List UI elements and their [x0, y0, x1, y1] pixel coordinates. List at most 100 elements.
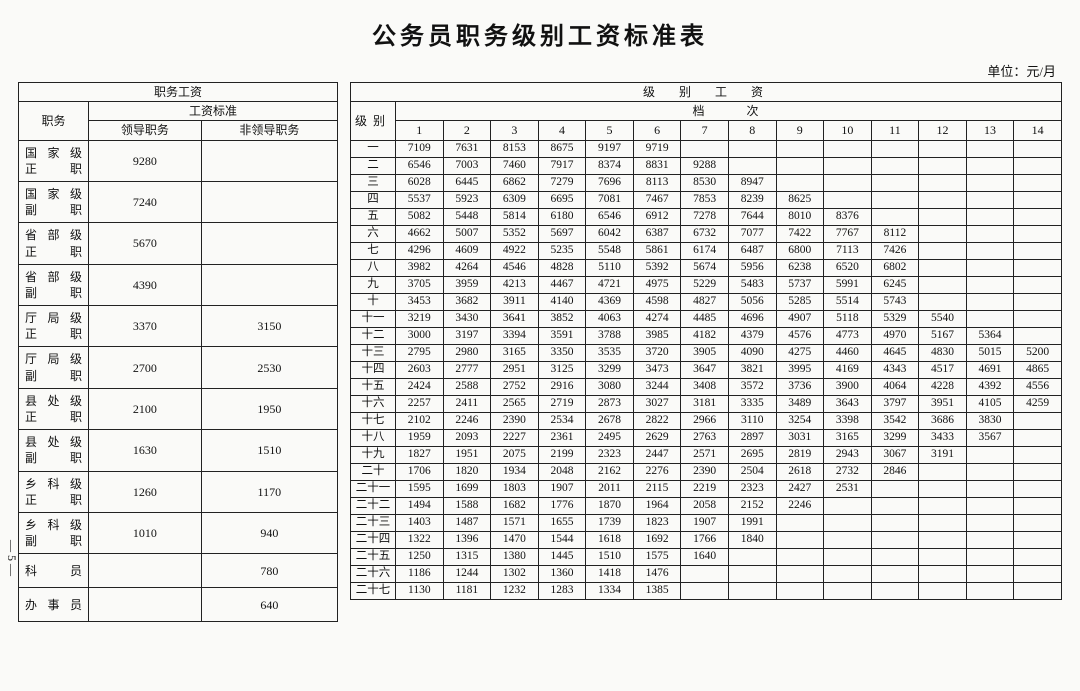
salary-cell: 5674 [681, 259, 729, 276]
salary-cell: 4773 [824, 327, 872, 344]
salary-cell: 3567 [966, 429, 1014, 446]
salary-cell: 3705 [396, 276, 444, 293]
salary-cell [824, 157, 872, 174]
table-row: 十七21022246239025342678282229663110325433… [351, 412, 1062, 429]
salary-cell: 4696 [728, 310, 776, 327]
salary-cell: 2257 [396, 395, 444, 412]
salary-cell: 6802 [871, 259, 919, 276]
salary-cell [776, 174, 824, 191]
table-row: 二十六118612441302136014181476 [351, 565, 1062, 582]
salary-cell: 3080 [586, 378, 634, 395]
salary-cell: 2152 [728, 497, 776, 514]
table-row: 厅局级正职33703150 [19, 306, 338, 347]
salary-cell: 6180 [538, 208, 586, 225]
salary-cell: 3852 [538, 310, 586, 327]
salary-cell: 2323 [586, 446, 634, 463]
grade-number-header: 13 [966, 121, 1014, 140]
salary-cell: 4598 [633, 293, 681, 310]
salary-cell [966, 208, 1014, 225]
position-cell: 乡科级副职 [19, 512, 89, 553]
salary-cell: 6028 [396, 174, 444, 191]
table-row: 二十17061820193420482162227623902504261827… [351, 463, 1062, 480]
salary-cell [681, 582, 729, 599]
salary-cell: 2980 [443, 344, 491, 361]
salary-cell [1014, 531, 1062, 548]
salary-cell: 1544 [538, 531, 586, 548]
salary-cell: 3535 [586, 344, 634, 361]
salary-cell: 7460 [491, 157, 539, 174]
salary-cell: 1571 [491, 514, 539, 531]
table-row: 四553759236309669570817467785382398625 [351, 191, 1062, 208]
left-header-nonlead: 非领导职务 [201, 121, 337, 140]
level-cell: 二十六 [351, 565, 396, 582]
lead-salary-cell: 9280 [89, 140, 202, 181]
salary-cell: 8112 [871, 225, 919, 242]
table-row: 十三27952980316533503535372039054090427544… [351, 344, 1062, 361]
position-cell: 县处级副职 [19, 430, 89, 471]
salary-cell [1014, 242, 1062, 259]
nonlead-salary-cell [201, 181, 337, 222]
position-cell: 科 员 [19, 554, 89, 588]
position-salary-table: 职务工资 职务 工资标准 领导职务 非领导职务 国家级正职9280国家级副职72… [18, 82, 338, 622]
salary-cell [919, 514, 967, 531]
salary-cell: 7113 [824, 242, 872, 259]
salary-cell [919, 208, 967, 225]
salary-cell: 6695 [538, 191, 586, 208]
salary-cell: 2495 [586, 429, 634, 446]
salary-cell [966, 174, 1014, 191]
salary-cell [871, 565, 919, 582]
salary-cell [966, 191, 1014, 208]
salary-cell: 2048 [538, 463, 586, 480]
table-row: 省部级正职5670 [19, 223, 338, 264]
salary-cell: 1186 [396, 565, 444, 582]
salary-cell [871, 582, 919, 599]
salary-cell: 2115 [633, 480, 681, 497]
salary-cell: 2424 [396, 378, 444, 395]
salary-cell: 2390 [491, 412, 539, 429]
table-row: 国家级副职7240 [19, 181, 338, 222]
salary-cell: 8376 [824, 208, 872, 225]
level-cell: 十一 [351, 310, 396, 327]
salary-cell: 2897 [728, 429, 776, 446]
salary-cell: 4485 [681, 310, 729, 327]
salary-cell: 2588 [443, 378, 491, 395]
salary-cell: 1766 [681, 531, 729, 548]
salary-cell: 5229 [681, 276, 729, 293]
salary-cell: 4296 [396, 242, 444, 259]
lead-salary-cell [89, 588, 202, 622]
salary-cell: 5167 [919, 327, 967, 344]
position-cell: 厅局级正职 [19, 306, 89, 347]
table-row: 十二30003197339435913788398541824379457647… [351, 327, 1062, 344]
salary-cell: 6309 [491, 191, 539, 208]
salary-cell [966, 293, 1014, 310]
salary-cell: 2795 [396, 344, 444, 361]
salary-cell: 3821 [728, 361, 776, 378]
salary-cell: 3299 [586, 361, 634, 378]
salary-cell: 3900 [824, 378, 872, 395]
salary-cell [728, 565, 776, 582]
salary-cell: 5540 [919, 310, 967, 327]
salary-cell: 4975 [633, 276, 681, 293]
salary-cell: 2390 [681, 463, 729, 480]
salary-cell: 3797 [871, 395, 919, 412]
position-cell: 省部级副职 [19, 264, 89, 305]
salary-cell: 8239 [728, 191, 776, 208]
salary-cell: 4392 [966, 378, 1014, 395]
level-cell: 十六 [351, 395, 396, 412]
salary-cell [824, 565, 872, 582]
salary-cell: 3453 [396, 293, 444, 310]
salary-cell: 3408 [681, 378, 729, 395]
salary-cell: 2361 [538, 429, 586, 446]
table-row: 八398242644546482851105392567459566238652… [351, 259, 1062, 276]
level-cell: 二十五 [351, 548, 396, 565]
salary-cell: 1315 [443, 548, 491, 565]
lead-salary-cell: 2700 [89, 347, 202, 388]
position-cell: 厅局级副职 [19, 347, 89, 388]
salary-cell [1014, 293, 1062, 310]
grade-number-header: 14 [1014, 121, 1062, 140]
salary-cell [728, 582, 776, 599]
salary-cell: 5200 [1014, 344, 1062, 361]
salary-cell: 2011 [586, 480, 634, 497]
salary-cell: 3542 [871, 412, 919, 429]
salary-cell: 5015 [966, 344, 1014, 361]
